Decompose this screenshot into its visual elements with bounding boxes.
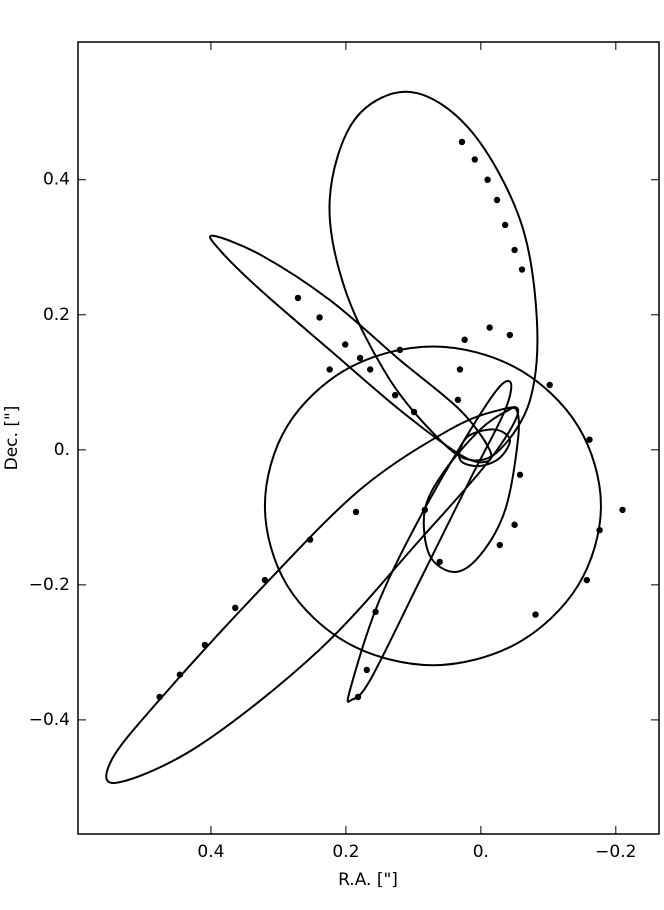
observation	[586, 436, 593, 443]
observation	[366, 366, 374, 373]
observation	[596, 526, 603, 534]
observation	[456, 366, 464, 373]
observation	[493, 196, 501, 204]
orbit	[422, 406, 520, 574]
x-axis-label: R.A. ["]	[338, 870, 398, 890]
observation	[458, 138, 466, 146]
observation	[506, 331, 514, 339]
y-tick-label: 0.4	[43, 170, 70, 190]
y-tick-label: −0.4	[29, 710, 70, 730]
observation	[496, 541, 503, 549]
observation	[436, 558, 443, 566]
observation	[516, 471, 524, 478]
observation	[363, 666, 371, 674]
observation	[396, 346, 404, 354]
observation	[410, 408, 418, 416]
observation	[461, 336, 468, 343]
observation	[156, 693, 163, 701]
observation	[546, 381, 553, 389]
observation	[511, 521, 518, 528]
observation	[518, 266, 526, 273]
observation	[261, 576, 269, 584]
x-tick-label: 0.4	[197, 842, 224, 862]
observation	[583, 576, 590, 584]
x-tick-label: 0.	[473, 842, 489, 862]
x-tick-label: 0.2	[332, 842, 359, 862]
observation	[352, 508, 360, 516]
observation	[356, 354, 364, 362]
observation	[454, 396, 462, 404]
y-tick-label: 0.2	[43, 305, 70, 325]
observation	[232, 604, 239, 612]
orbit	[105, 406, 520, 784]
observation	[619, 506, 626, 514]
orbit	[458, 428, 511, 468]
plot-frame	[77, 41, 660, 835]
observation	[484, 176, 491, 183]
y-axis-label: Dec. ["]	[2, 406, 22, 471]
observation	[326, 366, 333, 373]
observation	[176, 671, 184, 678]
observation	[501, 221, 509, 229]
orbit	[346, 379, 513, 703]
observation	[421, 506, 429, 514]
observation	[532, 611, 539, 618]
observation	[294, 294, 302, 302]
observation	[342, 341, 349, 348]
observation	[511, 246, 518, 254]
observation	[372, 608, 379, 616]
orbit	[209, 234, 493, 464]
observation	[354, 693, 362, 701]
x-tick-label: −0.2	[595, 842, 636, 862]
y-tick-label: −0.2	[29, 575, 70, 595]
y-tick-label: 0.	[54, 440, 70, 460]
observation	[391, 391, 399, 399]
orbit	[263, 345, 602, 667]
observation	[201, 641, 209, 649]
observation	[471, 156, 478, 163]
observation	[316, 314, 323, 321]
observation	[306, 536, 314, 543]
observation	[486, 324, 493, 331]
